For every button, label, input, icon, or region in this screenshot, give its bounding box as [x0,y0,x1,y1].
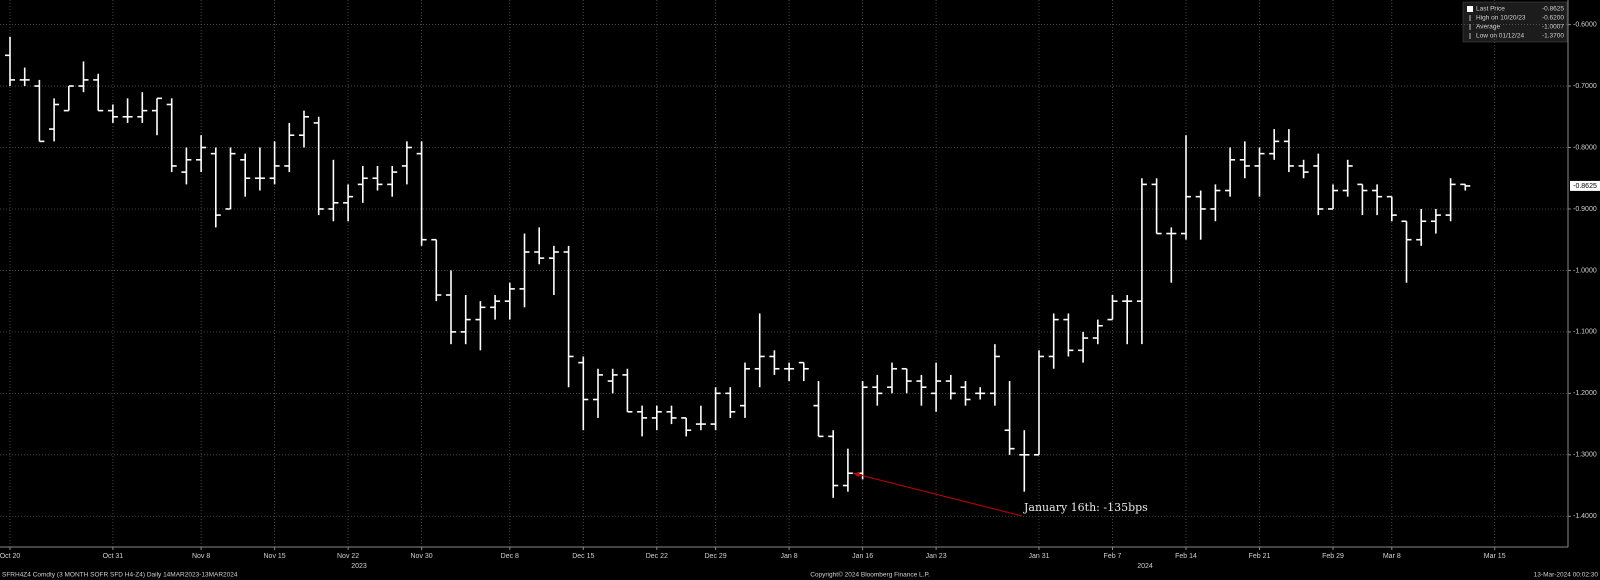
y-tick-label: -1.1000 [1573,329,1597,336]
x-tick-label: Dec 8 [501,553,519,560]
legend-value: -0.6200 [1542,15,1564,22]
x-tick-label: Oct 31 [103,553,124,560]
year-label: 2024 [1137,563,1153,570]
x-tick-label: Feb 21 [1249,553,1271,560]
legend-value: -0.8625 [1542,6,1564,13]
year-label: 2023 [351,563,367,570]
x-tick-label: Nov 8 [192,553,210,560]
x-tick-label: Jan 16 [852,553,873,560]
source-note: SFRH4Z4 Comdty (3 MONTH SOFR SFD H4-Z4) … [2,572,238,579]
copyright: Copyright© 2024 Bloomberg Finance L.P. [810,571,930,579]
legend-label: Low on 01/12/24 [1476,33,1524,40]
y-tick-label: -1.0000 [1573,267,1597,274]
legend-label: Last Price [1476,6,1505,13]
y-tick-label: -0.6000 [1573,21,1597,28]
x-tick-label: Oct 20 [0,553,20,560]
legend-label: High on 10/20/23 [1476,15,1526,22]
y-tick-label: -1.2000 [1573,390,1597,397]
x-tick-label: Dec 22 [646,553,668,560]
annotation-arrowhead [852,472,860,478]
x-tick-label: Mar 15 [1484,553,1506,560]
y-tick-label: -0.7000 [1573,83,1597,90]
y-tick-label: -1.4000 [1573,513,1597,520]
last-price-box [1570,180,1600,191]
y-tick-label: -0.9000 [1573,206,1597,213]
legend-value: -1.0007 [1542,24,1564,31]
legend-box [1462,1,1568,43]
x-tick-label: Jan 8 [781,553,798,560]
timestamp: 13-Mar-2024 00:02:30 [1534,572,1599,579]
x-tick-label: Jan 31 [1028,553,1049,560]
last-price-label: -0.8625 [1573,183,1597,190]
x-tick-label: Mar 8 [1383,553,1401,560]
annotation-text: January 16th: -135bps [1023,501,1148,514]
annotation-arrow [852,472,1023,517]
x-tick-label: Nov 30 [411,553,433,560]
x-tick-label: Dec 15 [572,553,594,560]
x-tick-label: Feb 29 [1322,553,1344,560]
legend-label: Average [1476,24,1500,31]
x-tick-label: Feb 14 [1175,553,1197,560]
x-tick-label: Dec 29 [705,553,727,560]
legend-swatch [1467,6,1473,12]
x-tick-label: Nov 22 [337,553,359,560]
y-tick-label: -0.8000 [1573,144,1597,151]
x-tick-label: Jan 23 [926,553,947,560]
x-tick-label: Nov 15 [264,553,286,560]
legend-value: -1.3700 [1542,33,1564,40]
x-tick-label: Feb 7 [1104,553,1122,560]
y-tick-label: -1.3000 [1573,452,1597,459]
